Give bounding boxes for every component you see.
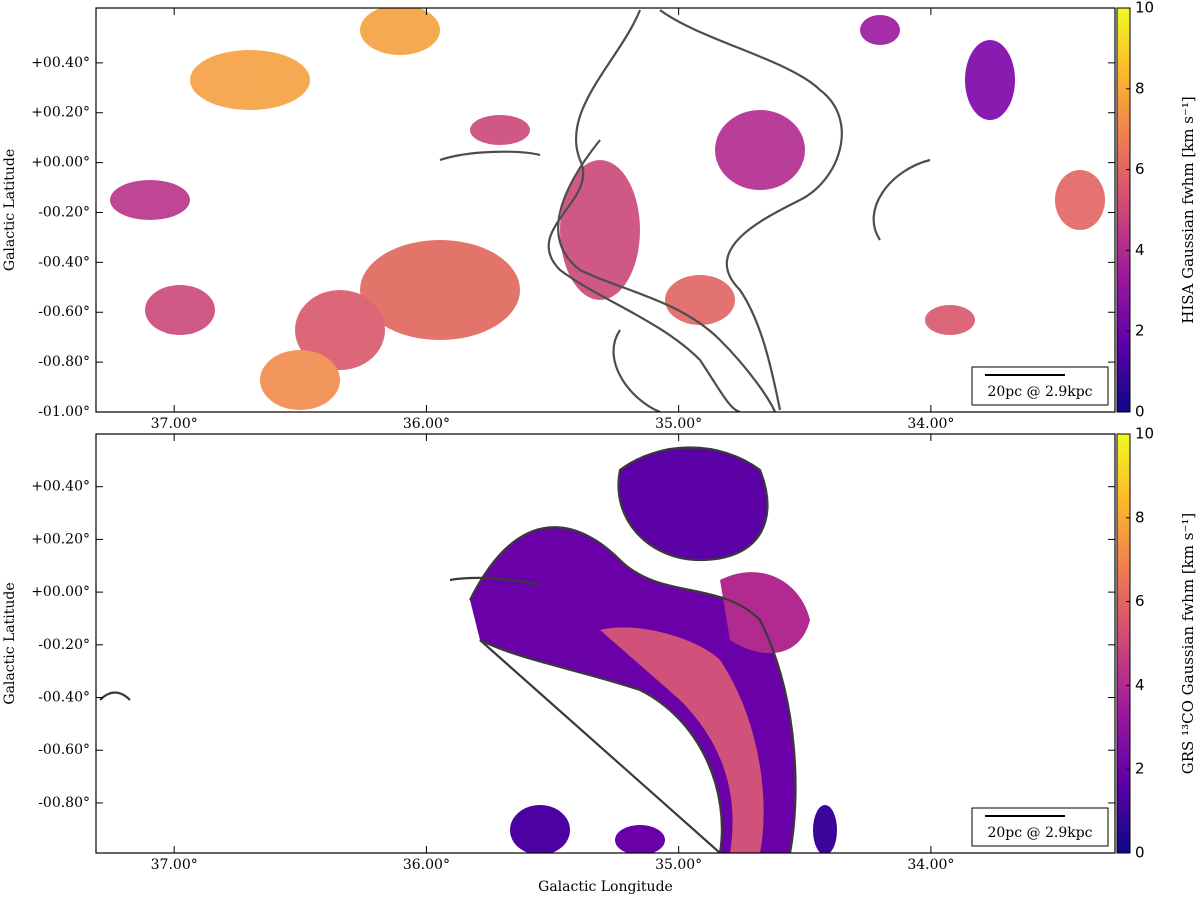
colorbar-label: GRS ¹³CO Gaussian fwhm [km s⁻¹]	[1179, 513, 1197, 775]
colorbar-tick-label: 2	[1135, 322, 1145, 340]
colorbar-label: HISA Gaussian fwhm [km s⁻¹]	[1179, 96, 1197, 324]
colorbar-tick-label: 6	[1135, 592, 1145, 610]
y-tick-label: -00.20°	[38, 637, 90, 653]
x-tick-label: 37.00°	[151, 416, 198, 432]
colorbar-tick-label: 2	[1135, 760, 1145, 778]
colorbar-tick-label: 8	[1135, 508, 1145, 526]
x-tick-label: 36.00°	[403, 857, 450, 873]
y-tick-label: -00.60°	[38, 742, 90, 758]
y-tick-label: -00.20°	[38, 204, 90, 220]
x-axis-label: Galactic Longitude	[538, 879, 673, 895]
plot-frame	[95, 433, 1116, 854]
co-map	[99, 446, 837, 853]
hisa-map	[110, 8, 1105, 412]
y-tick-label: -00.40°	[38, 254, 90, 270]
colorbar: 0 2 4 6 8 10	[1116, 0, 1154, 421]
colorbar-gradient	[1116, 433, 1131, 854]
scalebar-label: 20pc @ 2.9kpc	[987, 384, 1092, 400]
colorbar-tick-label: 0	[1135, 403, 1145, 421]
y-axis-label: Galactic Latitude	[2, 149, 18, 271]
scalebar-box	[971, 807, 1109, 847]
colorbar-tick-label: 10	[1135, 0, 1154, 17]
y-tick-label: -00.80°	[38, 354, 90, 370]
x-tick-label: 37.00°	[151, 857, 198, 873]
y-tick-label: -00.40°	[38, 690, 90, 706]
y-tick-label: +00.40°	[31, 479, 90, 495]
y-tick-label: +00.20°	[31, 531, 90, 547]
colorbar-tick-label: 4	[1135, 676, 1145, 694]
y-tick-label: -00.80°	[38, 795, 90, 811]
y-tick-label: +00.40°	[31, 55, 90, 71]
plot-frame	[95, 7, 1116, 413]
colorbar-tick-label: 10	[1135, 425, 1154, 443]
colorbar-tick-label: 4	[1135, 241, 1145, 259]
x-tick-label: 34.00°	[907, 857, 954, 873]
colorbar: 0 2 4 6 8 10	[1116, 425, 1154, 862]
y-tick-label: -00.60°	[38, 304, 90, 320]
scalebar-label: 20pc @ 2.9kpc	[987, 825, 1092, 841]
y-tick-label: -01.00°	[38, 404, 90, 420]
colorbar-tick-label: 8	[1135, 79, 1145, 97]
y-tick-label: +00.00°	[31, 155, 90, 171]
x-tick-label: 36.00°	[403, 416, 450, 432]
colorbar-tick-label: 0	[1135, 844, 1145, 862]
colorbar-gradient	[1116, 7, 1131, 413]
x-tick-label: 35.00°	[655, 857, 702, 873]
x-tick-label: 34.00°	[907, 416, 954, 432]
y-tick-label: +00.20°	[31, 105, 90, 121]
y-axis-label: Galactic Latitude	[2, 582, 18, 704]
scalebar-box	[971, 366, 1109, 406]
y-tick-label: +00.00°	[31, 584, 90, 600]
colorbar-tick-label: 6	[1135, 160, 1145, 178]
x-tick-label: 35.00°	[655, 416, 702, 432]
